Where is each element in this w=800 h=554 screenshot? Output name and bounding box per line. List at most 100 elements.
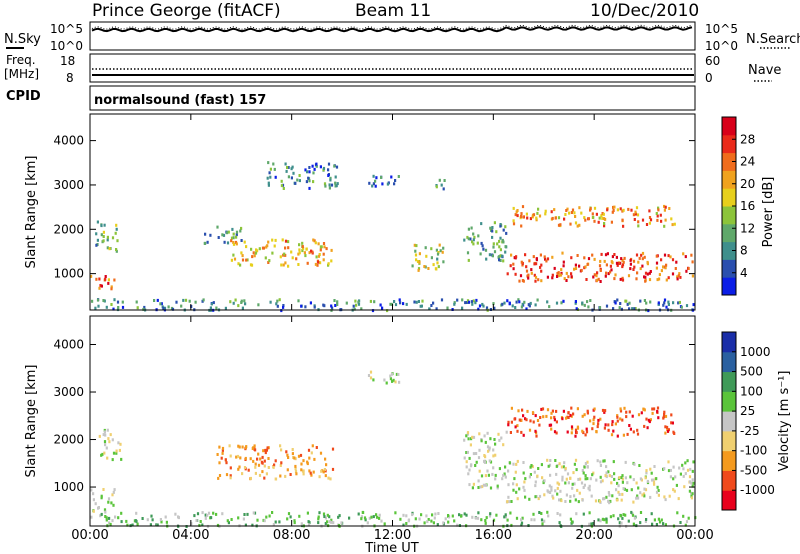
- echo-cell: [609, 264, 612, 268]
- echo-cell: [592, 471, 595, 475]
- echo-cell: [641, 264, 644, 268]
- echo-cell: [271, 238, 274, 242]
- echo-cell: [677, 301, 680, 305]
- echo-cell: [611, 423, 614, 427]
- echo-cell: [530, 268, 533, 272]
- echo-cell: [583, 256, 586, 260]
- echo-cell: [617, 490, 620, 494]
- echo-cell: [218, 461, 221, 465]
- echo-cell: [95, 277, 98, 281]
- echo-cell: [601, 517, 604, 521]
- echo-cell: [272, 523, 275, 526]
- echo-cell: [171, 307, 175, 311]
- echo-cell: [684, 255, 687, 259]
- echo-cell: [307, 176, 310, 180]
- power-colorbar-segment: [722, 152, 736, 171]
- echo-cell: [256, 518, 259, 522]
- echo-cell: [477, 511, 480, 515]
- echo-region: [216, 444, 335, 481]
- echo-cell: [526, 274, 529, 278]
- echo-cell: [221, 446, 225, 450]
- echo-cell: [106, 246, 109, 250]
- echo-cell: [308, 469, 311, 473]
- echo-cell: [135, 511, 138, 515]
- echo-cell: [243, 466, 247, 469]
- echo-cell: [324, 474, 327, 478]
- echo-cell: [266, 176, 269, 180]
- echo-region: [411, 243, 445, 272]
- echo-cell: [635, 481, 638, 485]
- echo-cell: [573, 494, 576, 498]
- echo-cell: [372, 378, 375, 382]
- echo-cell: [113, 278, 116, 282]
- echo-cell: [515, 516, 519, 520]
- echo-cell: [486, 431, 489, 435]
- echo-cell: [611, 255, 614, 259]
- echo-cell: [664, 205, 667, 209]
- echo-region: [368, 174, 400, 188]
- echo-cell: [518, 279, 521, 283]
- echo-cell: [274, 477, 278, 481]
- echo-cell: [591, 473, 594, 477]
- echo-cell: [595, 278, 599, 282]
- echo-cell: [108, 516, 111, 520]
- echo-cell: [553, 415, 556, 419]
- echo-cell: [584, 462, 587, 465]
- echo-cell: [354, 299, 357, 303]
- echo-cell: [672, 465, 675, 469]
- echo-cell: [679, 521, 682, 524]
- echo-cell: [657, 489, 660, 492]
- echo-cell: [639, 491, 642, 495]
- echo-cell: [548, 305, 551, 309]
- echo-cell: [160, 520, 163, 524]
- echo-cell: [574, 458, 578, 462]
- echo-cell: [232, 253, 235, 257]
- echo-cell: [611, 494, 614, 498]
- echo-cell: [588, 522, 591, 526]
- echo-cell: [664, 414, 668, 418]
- noise-panel: [89, 21, 696, 51]
- echo-cell: [669, 255, 672, 259]
- echo-cell: [239, 263, 242, 267]
- power-colorbar-segment: [722, 259, 736, 278]
- echo-cell: [225, 461, 228, 465]
- echo-cell: [516, 424, 519, 428]
- velocity-colorbar-tick-label: -100: [740, 444, 767, 458]
- echo-cell: [521, 516, 524, 520]
- echo-cell: [592, 422, 595, 426]
- echo-cell: [657, 517, 660, 521]
- echo-cell: [562, 299, 565, 303]
- echo-cell: [121, 305, 125, 309]
- echo-cell: [318, 253, 321, 256]
- echo-cell: [442, 521, 445, 525]
- echo-cell: [613, 277, 616, 281]
- echo-cell: [224, 458, 227, 462]
- echo-cell: [263, 519, 266, 523]
- echo-cell: [579, 477, 582, 481]
- echo-cell: [623, 256, 626, 260]
- power-colorbar-tick-label: 8: [740, 244, 748, 258]
- echo-cell: [240, 299, 243, 303]
- echo-cell: [629, 267, 632, 271]
- echo-cell: [531, 465, 534, 469]
- echo-cell: [227, 521, 230, 525]
- echo-cell: [636, 494, 639, 498]
- echo-cell: [562, 260, 565, 264]
- echo-cell: [512, 219, 515, 223]
- echo-cell: [265, 245, 268, 249]
- echo-cell: [430, 256, 433, 260]
- echo-cell: [470, 463, 473, 467]
- echo-cell: [237, 444, 240, 448]
- echo-cell: [550, 485, 553, 489]
- echo-cell: [499, 236, 502, 240]
- echo-cell: [435, 267, 438, 271]
- echo-cell: [633, 462, 636, 466]
- echo-cell: [621, 278, 625, 282]
- echo-cell: [514, 306, 517, 309]
- velocity-colorbar-frame: [721, 331, 737, 511]
- echo-cell: [480, 222, 483, 226]
- echo-cell: [690, 491, 693, 495]
- echo-cell: [556, 512, 559, 515]
- echo-cell: [230, 236, 234, 240]
